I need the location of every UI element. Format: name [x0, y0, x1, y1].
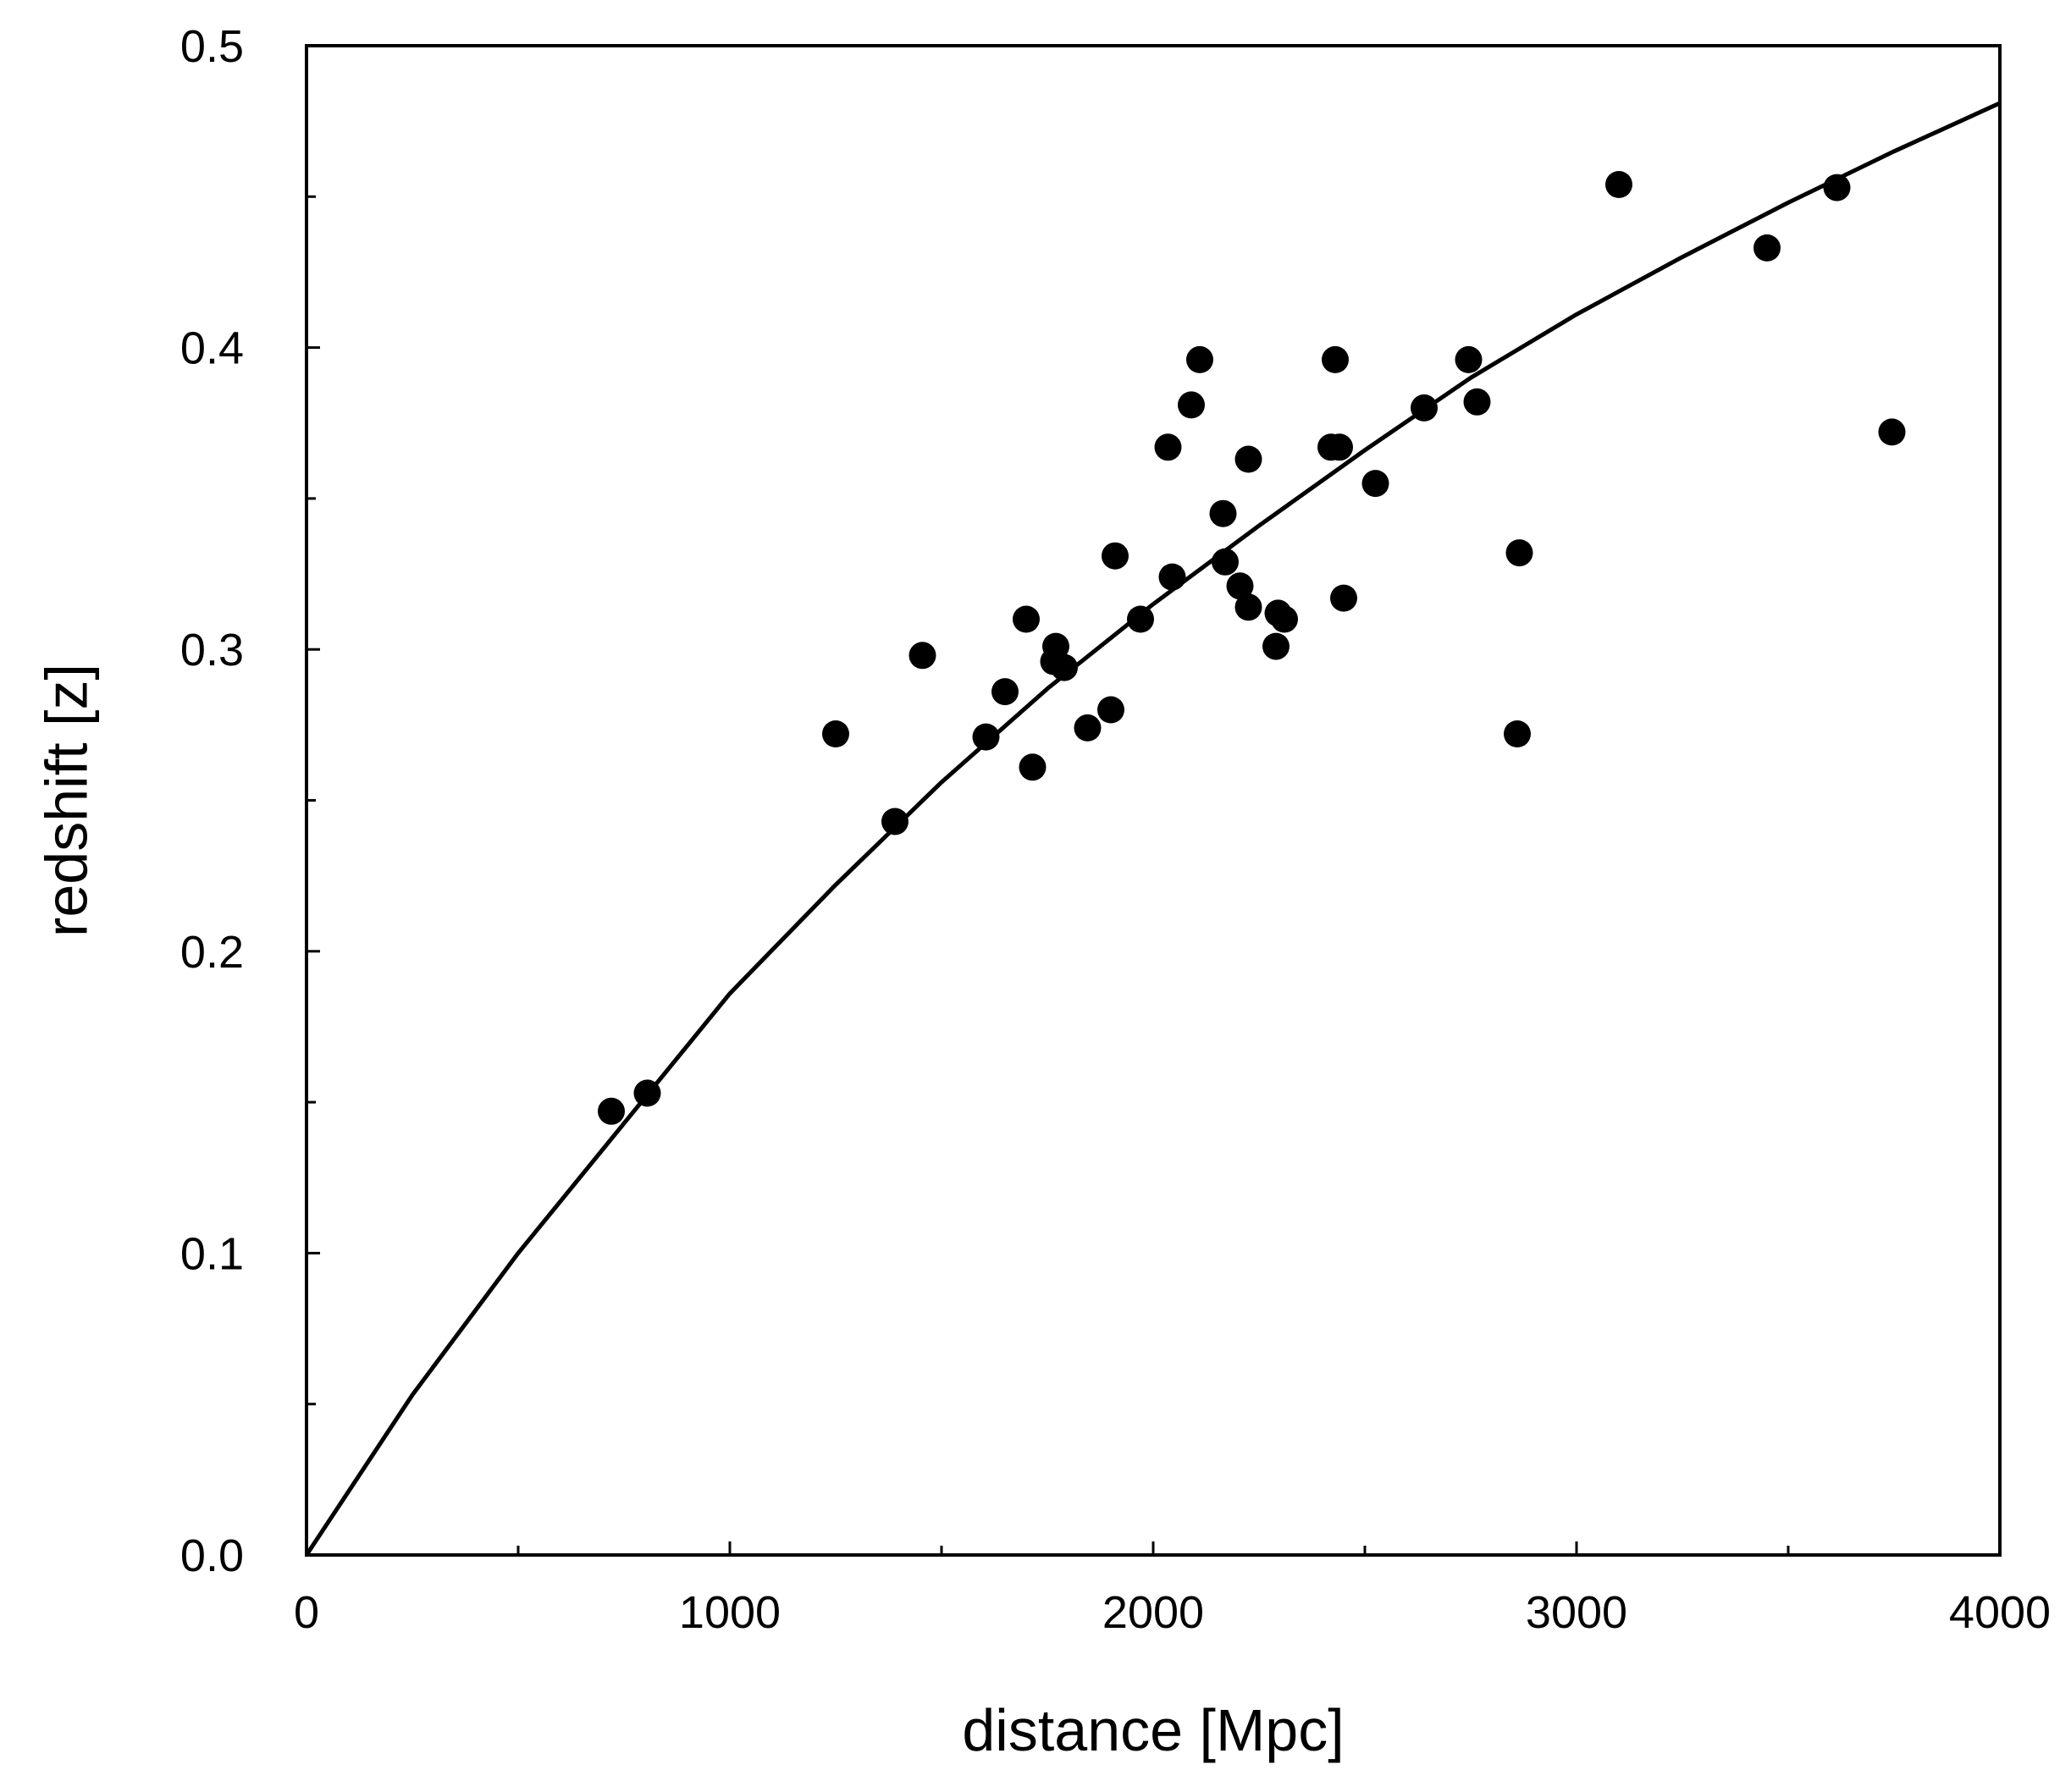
data-point — [1154, 433, 1182, 461]
data-point — [1753, 234, 1781, 262]
data-point — [1013, 605, 1040, 633]
x-tick-label: 3000 — [1526, 1587, 1627, 1638]
data-point — [1605, 171, 1632, 198]
data-point — [1127, 605, 1154, 633]
data-point — [1455, 345, 1483, 373]
data-point — [1504, 720, 1531, 747]
data-point — [1411, 394, 1438, 422]
x-tick-label: 4000 — [1949, 1587, 2051, 1638]
y-tick-label: 0.4 — [180, 323, 244, 374]
data-point — [1330, 584, 1357, 612]
data-point — [1361, 470, 1389, 498]
plot-frame — [305, 44, 2002, 1557]
y-tick-label: 0.1 — [180, 1228, 244, 1279]
data-point — [598, 1097, 625, 1125]
data-point — [1505, 539, 1533, 567]
data-point — [1878, 418, 1906, 446]
data-point — [1178, 391, 1205, 419]
y-tick-label: 0.3 — [180, 625, 244, 675]
plot-area — [304, 101, 2002, 1557]
data-point — [1097, 696, 1124, 724]
data-point — [1322, 345, 1349, 373]
data-point — [1463, 388, 1491, 416]
data-point — [881, 808, 908, 835]
data-point — [1074, 714, 1102, 742]
axes: 0 1000 2000 3000 4000 0.0 0.1 0.2 0.3 0.4 0.5 — [180, 21, 2051, 1638]
data-point — [1158, 563, 1186, 591]
data-point — [1271, 605, 1298, 633]
x-axis-title: distance [Mpc] — [962, 1697, 1344, 1763]
data-point — [1234, 593, 1262, 621]
data-point — [1823, 174, 1851, 201]
y-axis-title: redshift [z] — [33, 664, 99, 937]
data-point — [1042, 632, 1069, 660]
x-tick-label: 1000 — [679, 1587, 781, 1638]
data-point — [1326, 433, 1353, 461]
y-tick-label: 0.0 — [180, 1530, 244, 1581]
y-tick-label: 0.5 — [180, 21, 244, 72]
x-tick-label: 0 — [294, 1587, 319, 1638]
fit-curve — [304, 101, 2002, 1557]
data-point — [972, 723, 1000, 751]
y-tick-label: 0.2 — [180, 927, 244, 978]
data-point — [1262, 632, 1290, 660]
data-point — [1051, 653, 1078, 681]
data-point — [1019, 753, 1047, 781]
x-tick-label: 2000 — [1102, 1587, 1204, 1638]
data-point — [1209, 499, 1237, 527]
data-point — [1226, 572, 1254, 600]
data-point — [1212, 548, 1239, 576]
data-point — [633, 1079, 661, 1107]
data-point — [1102, 542, 1129, 570]
data-point — [1234, 445, 1262, 473]
data-point — [908, 642, 936, 670]
data-point — [991, 678, 1019, 706]
data-point — [1186, 345, 1213, 373]
data-point — [822, 720, 849, 747]
